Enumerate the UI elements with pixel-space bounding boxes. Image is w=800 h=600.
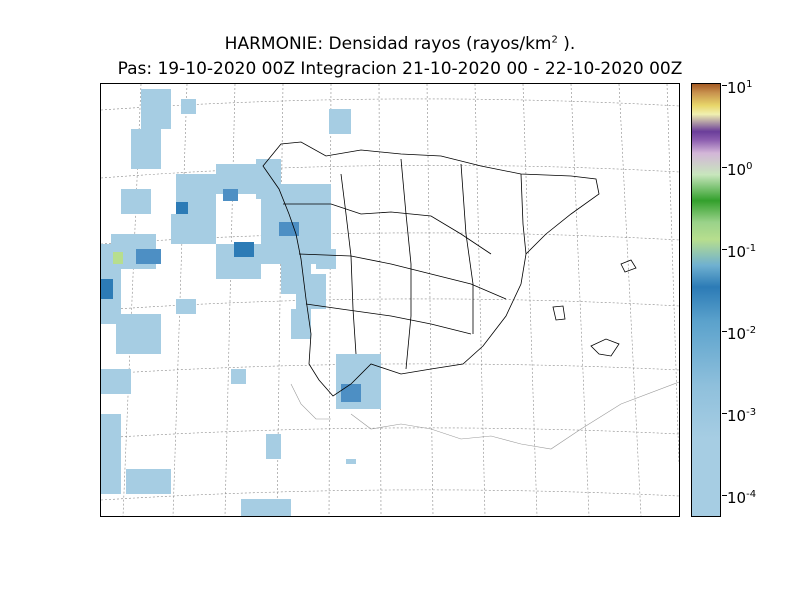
colorbar-tick <box>722 249 727 250</box>
map-canvas <box>100 83 680 517</box>
colorbar-tick-label: 10-3 <box>727 407 757 425</box>
colorbar-tick <box>722 495 727 496</box>
colorbar-tick <box>722 167 727 168</box>
colorbar-tick-label: 10-2 <box>727 325 757 343</box>
colorbar-tick-label: 10-1 <box>727 243 757 261</box>
graticule <box>100 83 680 517</box>
iberia-outline <box>262 141 637 397</box>
colorbar-tick-label: 10-4 <box>727 489 757 507</box>
colorbar-tick <box>722 85 727 86</box>
colorbar-tick-label: 101 <box>727 79 753 97</box>
colorbar-tick <box>722 413 727 414</box>
colorbar <box>691 83 721 517</box>
density-cells-strong <box>101 189 361 402</box>
colorbar-tick <box>722 331 727 332</box>
colorbar-tick-label: 100 <box>727 161 753 179</box>
map-title: HARMONIE: Densidad rayos (rayos/km2 ). <box>224 34 576 54</box>
map-subtitle: Pas: 19-10-2020 00Z Integracion 21-10-20… <box>117 59 683 79</box>
africa-coast <box>290 381 680 450</box>
lightning-density-map <box>100 83 680 517</box>
